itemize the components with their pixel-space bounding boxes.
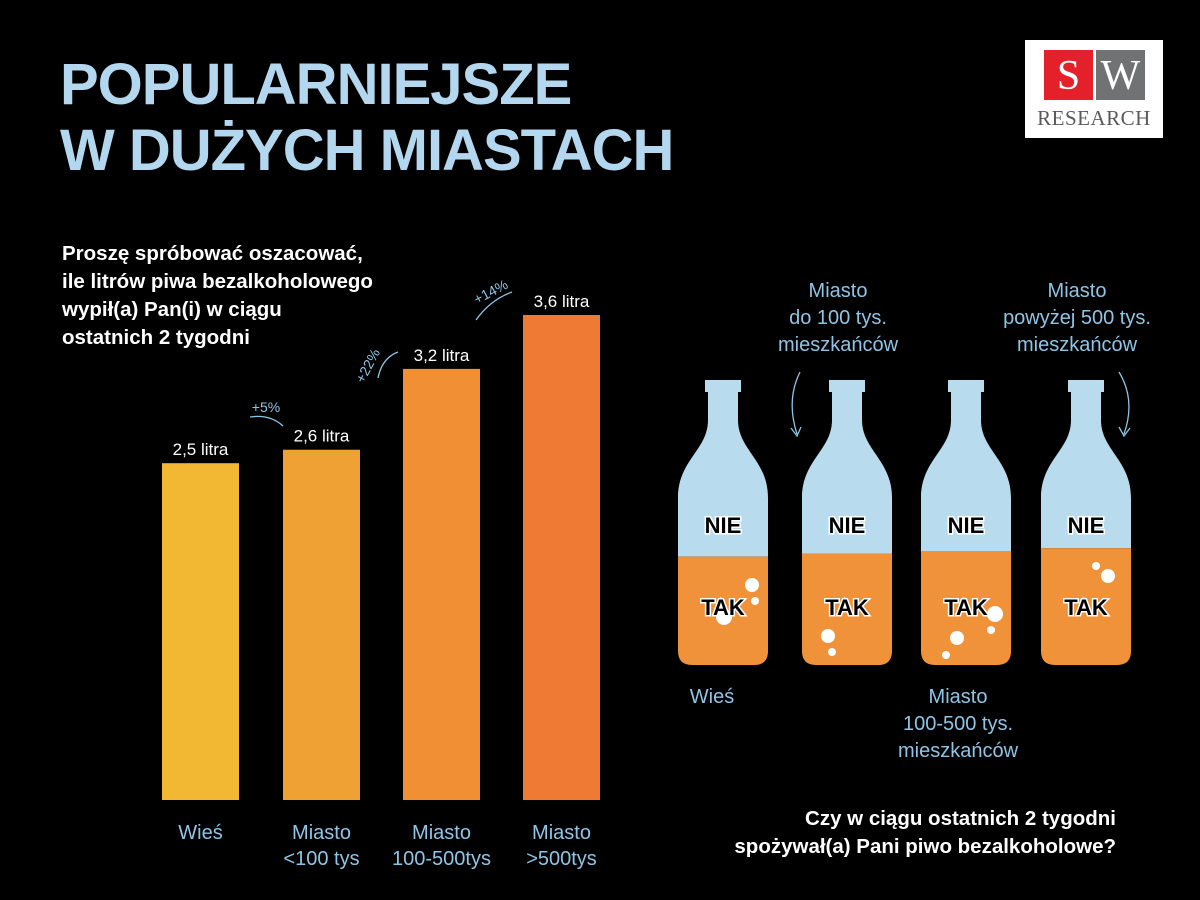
tak-label: TAK bbox=[944, 595, 988, 620]
bottle-category-label: do 100 tys. bbox=[789, 307, 887, 329]
bubble bbox=[987, 626, 995, 634]
nie-label: NIE bbox=[948, 513, 985, 538]
tak-label: TAK bbox=[825, 595, 869, 620]
label-arrow-head bbox=[790, 426, 802, 438]
logo-research: RESEARCH bbox=[1037, 106, 1151, 130]
label-arrow-head bbox=[1118, 426, 1131, 438]
question-right-line: spożywał(a) Pani piwo bezalkoholowe? bbox=[734, 835, 1116, 858]
bottle-category-label: Miasto bbox=[1048, 280, 1107, 302]
value-label: 3,6 litra bbox=[534, 292, 590, 311]
change-arrow bbox=[377, 351, 399, 379]
value-label: 3,2 litra bbox=[414, 346, 470, 365]
sw-research-logo: S W RESEARCH bbox=[1025, 40, 1163, 138]
category-label: >500tys bbox=[526, 848, 597, 870]
bottle-category-label: powyżej 500 tys. bbox=[1003, 307, 1151, 329]
category-label: Wieś bbox=[178, 822, 222, 844]
bubble bbox=[821, 629, 835, 643]
bottle-category-label: 100-500 tys. bbox=[903, 713, 1013, 735]
bottle-tak-fill bbox=[1041, 548, 1131, 665]
bottle-category-label: Miasto bbox=[929, 686, 988, 708]
bottle-tak-fill bbox=[802, 553, 892, 665]
page-title: POPULARNIEJSZE W DUŻYCH MIASTACH bbox=[60, 52, 674, 184]
question-right-line: Czy w ciągu ostatnich 2 tygodni bbox=[805, 807, 1116, 830]
bottle-category-label: Wieś bbox=[690, 686, 734, 708]
category-label: Miasto bbox=[412, 822, 471, 844]
category-label: Miasto bbox=[532, 822, 591, 844]
nie-label: NIE bbox=[705, 513, 742, 538]
title-line-2: W DUŻYCH MIASTACH bbox=[60, 118, 674, 183]
tak-label: TAK bbox=[1064, 595, 1108, 620]
tak-label: TAK bbox=[701, 595, 745, 620]
bubble bbox=[745, 578, 759, 592]
value-label: 2,5 litra bbox=[173, 440, 229, 459]
bottle-category-label: mieszkańców bbox=[898, 740, 1019, 762]
bottle-category-label: mieszkańców bbox=[1017, 334, 1138, 356]
change-arrow bbox=[475, 291, 513, 321]
bar bbox=[403, 368, 480, 800]
question-left: Proszę spróbować oszacować, ile litrów p… bbox=[62, 240, 373, 352]
question-left-line: ostatnich 2 tygodni bbox=[62, 326, 250, 349]
question-left-line: Proszę spróbować oszacować, bbox=[62, 242, 363, 265]
bar bbox=[283, 449, 360, 800]
question-left-line: wypił(a) Pan(i) w ciągu bbox=[62, 298, 282, 321]
label-arrow bbox=[1118, 371, 1130, 435]
category-label: Miasto bbox=[292, 822, 351, 844]
category-label: <100 tys bbox=[283, 848, 359, 870]
value-label: 2,6 litra bbox=[294, 427, 350, 446]
title-line-1: POPULARNIEJSZE bbox=[60, 52, 572, 117]
bubble bbox=[751, 597, 759, 605]
bubble bbox=[987, 606, 1003, 622]
logo-s: S bbox=[1044, 50, 1093, 100]
bar bbox=[162, 463, 239, 800]
change-arrow bbox=[249, 415, 284, 427]
nie-label: NIE bbox=[1068, 513, 1105, 538]
bubble bbox=[828, 648, 836, 656]
bubble bbox=[1101, 569, 1115, 583]
question-right: Czy w ciągu ostatnich 2 tygodni spożywał… bbox=[734, 805, 1116, 861]
nie-label: NIE bbox=[829, 513, 866, 538]
bottle-category-label: mieszkańców bbox=[778, 334, 899, 356]
bottle-category-label: Miasto bbox=[809, 280, 868, 302]
change-label: +5% bbox=[252, 399, 280, 415]
bubble bbox=[1092, 562, 1100, 570]
bubble bbox=[942, 651, 950, 659]
logo-w: W bbox=[1096, 50, 1145, 100]
bubble bbox=[716, 609, 732, 625]
bubble bbox=[950, 631, 964, 645]
label-arrow bbox=[791, 371, 801, 435]
category-label: 100-500tys bbox=[392, 848, 491, 870]
question-left-line: ile litrów piwa bezalkoholowego bbox=[62, 270, 373, 293]
bar bbox=[523, 315, 600, 800]
